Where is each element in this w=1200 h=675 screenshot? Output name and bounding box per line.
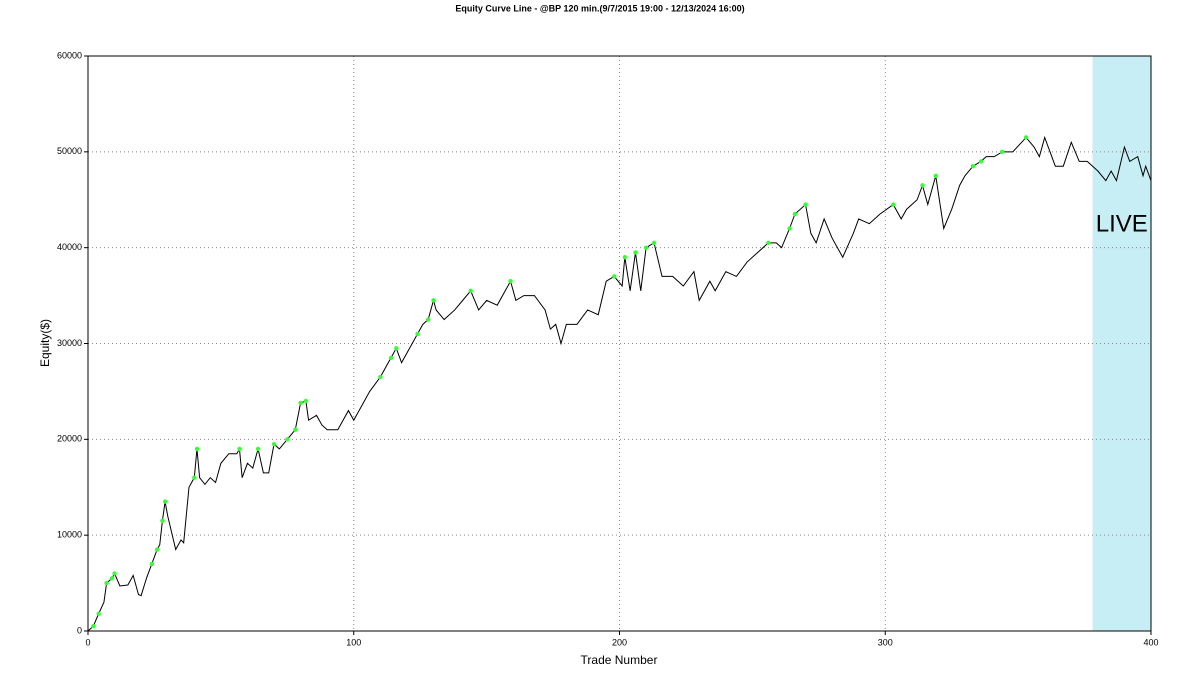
new-high-marker <box>303 398 309 404</box>
new-high-marker <box>766 240 771 246</box>
new-high-marker <box>970 164 976 169</box>
new-high-marker <box>933 173 938 178</box>
new-high-marker <box>622 255 628 260</box>
new-high-marker <box>920 183 925 188</box>
equity-line <box>87 135 1152 632</box>
new-high-marker <box>1023 135 1029 140</box>
new-high-marker <box>978 159 984 164</box>
new-high-marker <box>160 518 165 523</box>
new-high-marker <box>104 580 109 586</box>
y-tick-label: 60000 <box>57 50 82 60</box>
new-high-marker <box>293 427 298 432</box>
new-high-marker <box>394 346 399 351</box>
new-high-marker <box>255 446 261 452</box>
new-high-marker <box>792 211 798 217</box>
new-high-marker <box>508 279 513 284</box>
chart-title: Equity Curve Line - @BP 120 min.(9/7/201… <box>455 3 744 13</box>
live-label: LIVE <box>1096 210 1148 237</box>
y-tick-label: 0 <box>77 625 82 635</box>
new-high-marker <box>999 149 1005 155</box>
x-tick-label: 0 <box>85 637 90 647</box>
new-high-marker <box>285 437 290 442</box>
new-high-marker <box>891 202 896 207</box>
x-tick-label: 400 <box>1143 637 1158 647</box>
x-tick-label: 100 <box>346 637 361 647</box>
x-tick-label: 200 <box>612 637 627 647</box>
new-high-marker <box>271 441 277 447</box>
new-high-marker <box>192 475 197 480</box>
x-axis-label: Trade Number <box>581 653 658 667</box>
new-high-marker <box>109 576 115 581</box>
new-high-marker <box>149 561 154 567</box>
y-tick-label: 40000 <box>57 242 82 252</box>
new-high-marker <box>431 298 436 303</box>
new-high-marker <box>803 202 808 207</box>
new-high-marker <box>162 499 168 504</box>
x-tick-label: 300 <box>878 637 893 647</box>
y-tick-label: 30000 <box>57 338 82 348</box>
new-high-marker <box>651 240 657 246</box>
plot-frame <box>87 55 1152 632</box>
new-high-marker <box>388 355 394 361</box>
new-high-marker <box>787 226 792 231</box>
new-high-marker <box>643 245 649 250</box>
new-high-marker <box>194 446 200 452</box>
new-high-marker <box>633 250 638 255</box>
y-tick-label: 10000 <box>57 530 82 540</box>
y-tick-label: 50000 <box>57 146 82 156</box>
y-tick-label: 20000 <box>57 434 82 444</box>
new-high-marker <box>154 547 160 552</box>
new-high-marker <box>611 274 617 279</box>
live-region <box>1092 56 1151 631</box>
new-high-marker <box>298 400 303 406</box>
new-high-marker <box>378 374 383 380</box>
new-high-marker <box>415 331 420 337</box>
new-high-marker <box>237 446 242 452</box>
new-high-marker <box>96 611 101 616</box>
new-high-marker <box>112 571 117 576</box>
new-high-marker <box>91 624 96 629</box>
y-axis-label: Equity($) <box>38 319 52 367</box>
new-high-marker <box>468 288 473 293</box>
new-high-marker <box>425 317 431 322</box>
